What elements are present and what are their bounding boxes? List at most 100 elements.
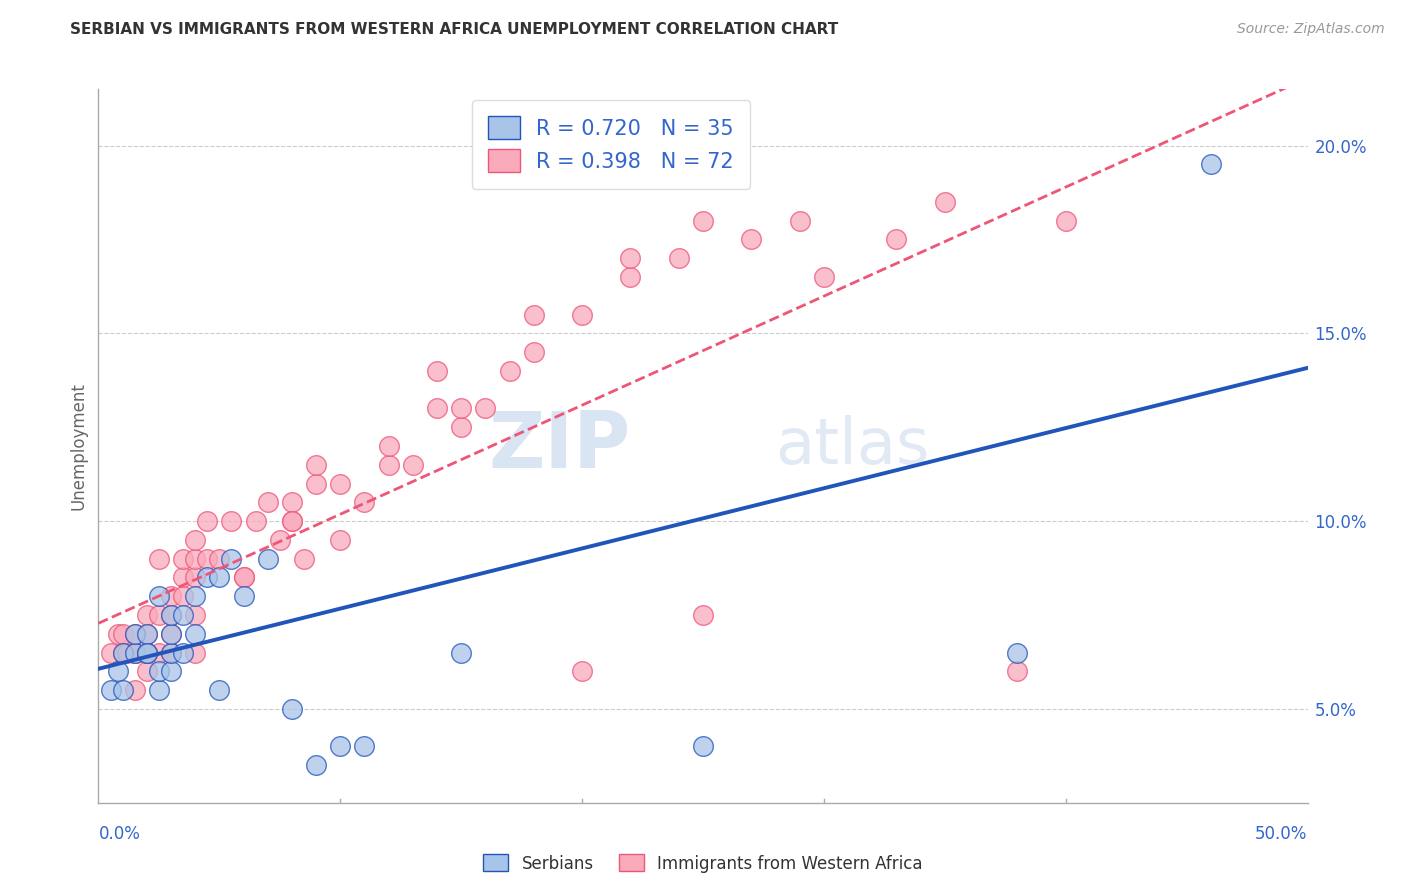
Point bbox=[195, 551, 218, 566]
Point bbox=[245, 514, 267, 528]
Point bbox=[184, 589, 207, 603]
Point bbox=[195, 570, 218, 584]
Point bbox=[124, 646, 146, 660]
Point bbox=[160, 627, 183, 641]
Point bbox=[160, 589, 183, 603]
Point bbox=[124, 646, 146, 660]
Point bbox=[221, 551, 243, 566]
Point bbox=[172, 570, 194, 584]
Point bbox=[305, 476, 328, 491]
Point bbox=[172, 607, 194, 622]
Point bbox=[107, 627, 129, 641]
Point bbox=[1054, 213, 1077, 227]
Point bbox=[377, 458, 399, 472]
Point bbox=[692, 739, 714, 754]
Legend: Serbians, Immigrants from Western Africa: Serbians, Immigrants from Western Africa bbox=[477, 847, 929, 880]
Point bbox=[160, 646, 183, 660]
Point bbox=[148, 683, 170, 698]
Point bbox=[148, 551, 170, 566]
Point bbox=[305, 758, 328, 772]
Point bbox=[1007, 646, 1029, 660]
Point bbox=[184, 533, 207, 547]
Point bbox=[111, 646, 134, 660]
Point bbox=[256, 495, 278, 509]
Point bbox=[208, 570, 231, 584]
Point bbox=[221, 514, 243, 528]
Point bbox=[329, 739, 352, 754]
Point bbox=[208, 551, 231, 566]
Point bbox=[124, 646, 146, 660]
Point bbox=[426, 364, 449, 378]
Text: Source: ZipAtlas.com: Source: ZipAtlas.com bbox=[1237, 22, 1385, 37]
Point bbox=[377, 439, 399, 453]
Text: ZIP: ZIP bbox=[488, 408, 630, 484]
Point bbox=[124, 627, 146, 641]
Point bbox=[160, 607, 183, 622]
Point bbox=[184, 570, 207, 584]
Point bbox=[256, 551, 278, 566]
Point bbox=[135, 646, 157, 660]
Point bbox=[195, 514, 218, 528]
Point bbox=[124, 683, 146, 698]
Point bbox=[789, 213, 811, 227]
Point bbox=[619, 251, 641, 265]
Point bbox=[474, 401, 496, 416]
Point bbox=[208, 683, 231, 698]
Point bbox=[523, 138, 546, 153]
Point bbox=[184, 607, 207, 622]
Point bbox=[100, 683, 122, 698]
Point bbox=[571, 308, 593, 322]
Point bbox=[498, 364, 520, 378]
Point bbox=[523, 345, 546, 359]
Point bbox=[886, 232, 908, 246]
Point bbox=[281, 514, 304, 528]
Point bbox=[740, 232, 762, 246]
Point bbox=[668, 251, 690, 265]
Point bbox=[124, 627, 146, 641]
Point bbox=[353, 739, 375, 754]
Point bbox=[135, 646, 157, 660]
Point bbox=[813, 270, 835, 285]
Point bbox=[172, 551, 194, 566]
Point bbox=[135, 646, 157, 660]
Point bbox=[160, 607, 183, 622]
Text: 0.0%: 0.0% bbox=[98, 825, 141, 843]
Point bbox=[160, 646, 183, 660]
Point bbox=[523, 308, 546, 322]
Point bbox=[426, 401, 449, 416]
Point bbox=[281, 702, 304, 716]
Point bbox=[135, 665, 157, 679]
Legend: R = 0.720   N = 35, R = 0.398   N = 72: R = 0.720 N = 35, R = 0.398 N = 72 bbox=[471, 100, 751, 189]
Point bbox=[329, 533, 352, 547]
Point bbox=[135, 627, 157, 641]
Point bbox=[402, 458, 425, 472]
Point bbox=[160, 665, 183, 679]
Point bbox=[450, 646, 472, 660]
Point bbox=[148, 665, 170, 679]
Text: 50.0%: 50.0% bbox=[1256, 825, 1308, 843]
Point bbox=[305, 458, 328, 472]
Point bbox=[450, 401, 472, 416]
Point bbox=[172, 589, 194, 603]
Point bbox=[353, 495, 375, 509]
Point bbox=[692, 607, 714, 622]
Point bbox=[934, 194, 956, 209]
Point bbox=[135, 627, 157, 641]
Text: atlas: atlas bbox=[776, 415, 929, 477]
Point bbox=[117, 646, 139, 660]
Point bbox=[184, 646, 207, 660]
Point bbox=[692, 213, 714, 227]
Point bbox=[1199, 157, 1222, 171]
Point bbox=[269, 533, 291, 547]
Point bbox=[232, 570, 254, 584]
Point bbox=[292, 551, 315, 566]
Point bbox=[111, 627, 134, 641]
Point bbox=[1007, 665, 1029, 679]
Point bbox=[450, 420, 472, 434]
Point bbox=[111, 646, 134, 660]
Point bbox=[160, 627, 183, 641]
Point bbox=[329, 476, 352, 491]
Point bbox=[111, 683, 134, 698]
Point bbox=[184, 627, 207, 641]
Point bbox=[184, 551, 207, 566]
